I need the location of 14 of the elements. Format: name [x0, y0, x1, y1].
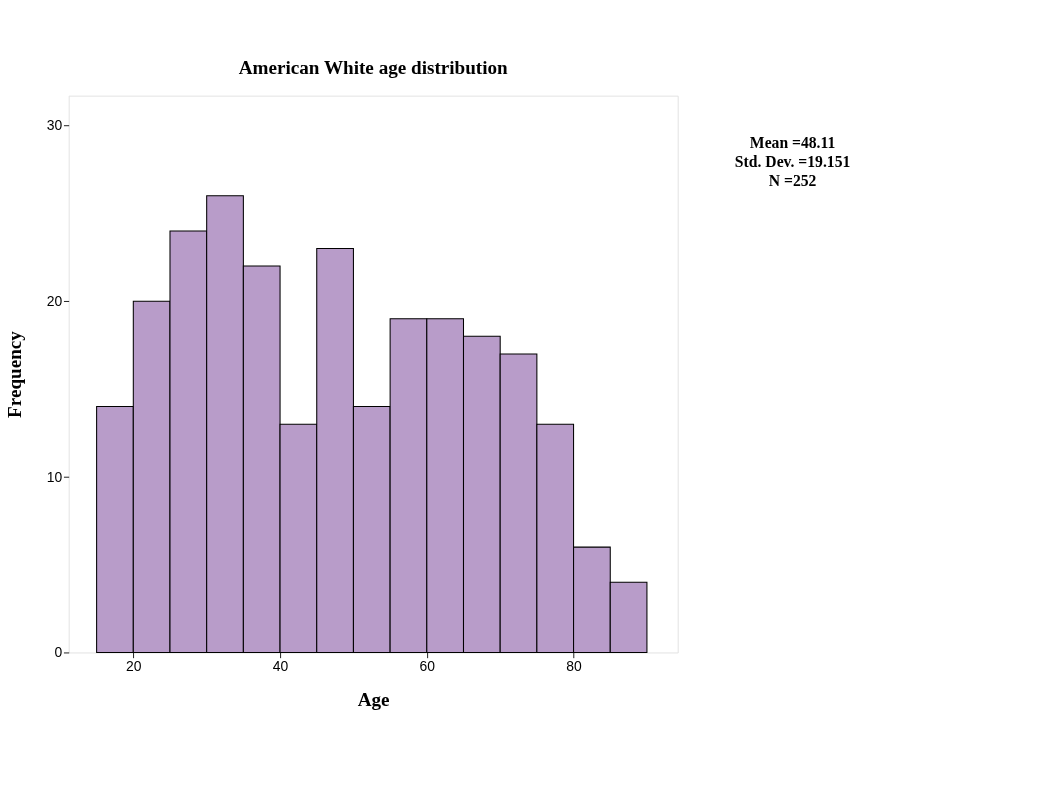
x-tick-label: 80	[566, 658, 582, 675]
x-tick-label: 40	[272, 658, 289, 675]
text: Mean =48.11	[749, 133, 836, 151]
text: Std. Dev. =19.151	[734, 153, 851, 171]
x-tick-label: 20	[126, 658, 142, 675]
y-tick-label: 30	[46, 117, 63, 134]
x-axis-title: Age	[357, 689, 390, 711]
y-axis-title: Frequency	[3, 330, 25, 418]
chart-title: American White age distribution	[238, 56, 509, 78]
x-tick-label: 60	[419, 658, 436, 675]
y-tick-label: 10	[46, 468, 63, 485]
y-tick-label: 0	[54, 644, 63, 661]
y-tick-label: 20	[46, 292, 63, 309]
text: N =252	[768, 172, 817, 190]
